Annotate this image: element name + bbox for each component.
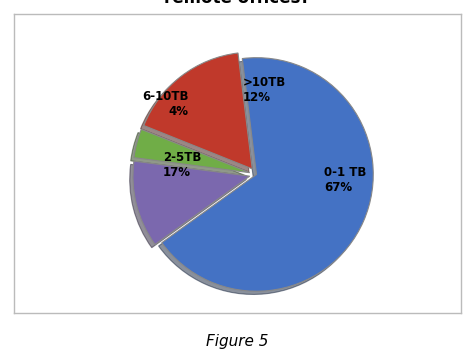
Wedge shape [133,161,250,245]
Title: What is the average amount of data in your
remote offices?: What is the average amount of data in yo… [32,0,443,7]
Text: 2-5TB
17%: 2-5TB 17% [163,151,201,179]
Wedge shape [144,53,252,169]
Text: >10TB
12%: >10TB 12% [243,77,286,104]
Text: 0-1 TB
67%: 0-1 TB 67% [324,166,367,194]
Wedge shape [162,58,373,291]
Wedge shape [134,129,250,173]
Text: Figure 5: Figure 5 [206,334,269,349]
Text: 6-10TB
4%: 6-10TB 4% [142,90,189,119]
